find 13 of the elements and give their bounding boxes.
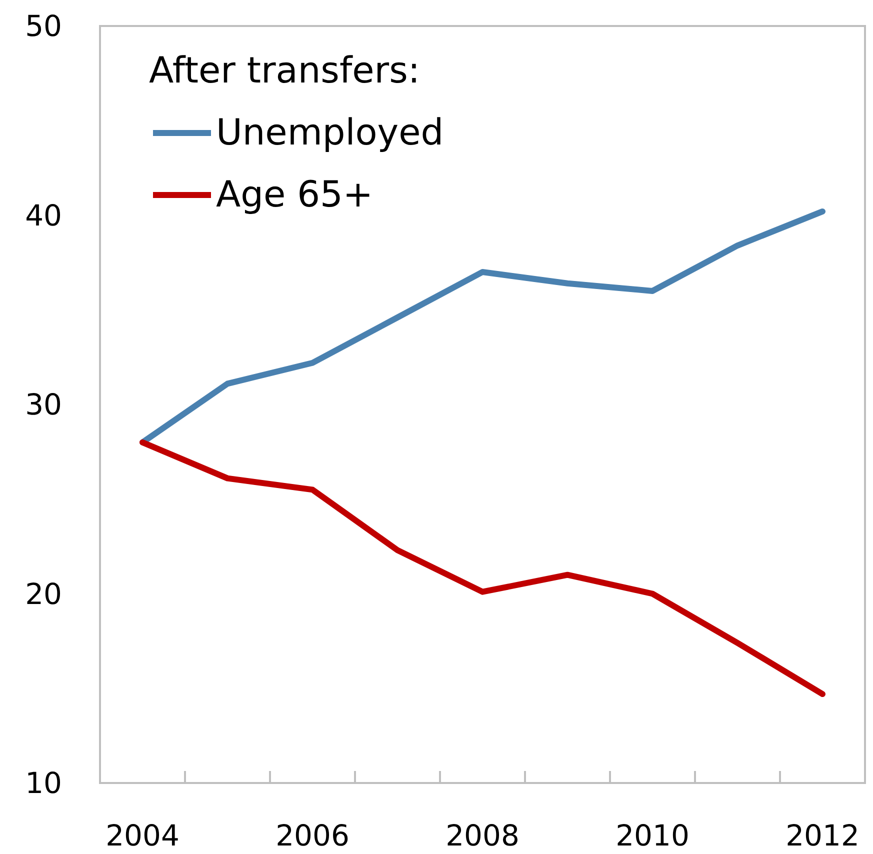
legend-title: After transfers: bbox=[149, 50, 420, 92]
y-tick-label: 10 bbox=[25, 766, 62, 800]
legend-label: Age 65+ bbox=[216, 174, 374, 216]
x-tick-label: 2006 bbox=[276, 818, 350, 852]
x-tick-label: 2008 bbox=[446, 818, 520, 852]
x-tick-label: 2004 bbox=[106, 818, 180, 852]
y-tick-label: 30 bbox=[25, 388, 62, 422]
x-tick-label: 2012 bbox=[786, 818, 860, 852]
x-tick-label: 2010 bbox=[616, 818, 690, 852]
y-tick-label: 50 bbox=[25, 9, 62, 43]
y-tick-label: 20 bbox=[25, 576, 62, 611]
legend-label: Unemployed bbox=[216, 112, 444, 154]
y-tick-label: 40 bbox=[25, 198, 62, 232]
